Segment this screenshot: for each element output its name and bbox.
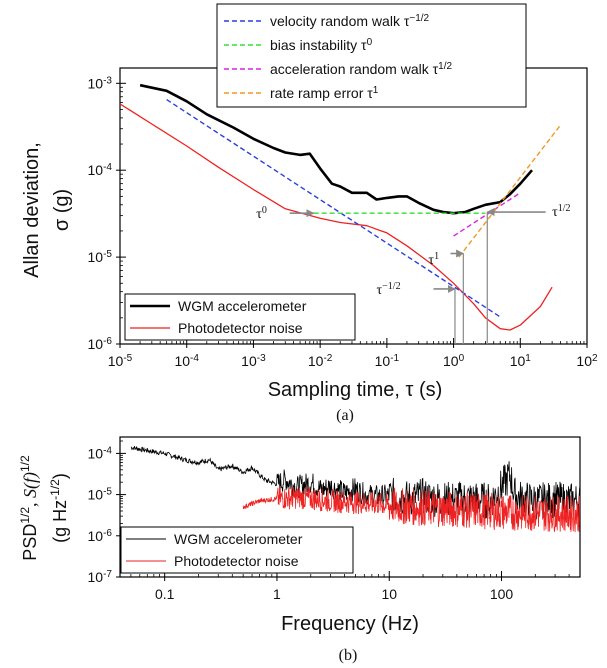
x-tick-label: 10-1 (375, 353, 400, 370)
plot-b-ticks: 0.1 1 10 100 10-7 10-6 10-5 10-4 (88, 440, 581, 602)
allan-deviation-plot: 10-5 10-4 10-3 10-2 10-1 100 101 10210-610-510-… (21, 3, 598, 424)
plot-a-xlabel: Sampling time, τ (s) (268, 379, 443, 401)
panel-b-label: (b) (339, 647, 358, 664)
plot-a-legend-data: WGM accelerometer Photodetector noise (124, 293, 356, 341)
x-tick-label: 10-4 (174, 353, 199, 370)
plot-a-ylabel-line2: σ (g) (51, 189, 73, 231)
legend-fits-box (216, 3, 527, 108)
y-tick-label: 10-5 (88, 249, 113, 266)
plot-b-ylabel-line2: (g Hz-1/2) (48, 473, 70, 543)
legend-b-box (120, 526, 354, 574)
series-line-wgm (139, 83, 533, 215)
y-tick-label: 10-7 (88, 569, 113, 586)
plot-b-legend: WGM accelerometer Photodetector noise (120, 526, 354, 574)
y-tick-label: 10-3 (88, 75, 113, 92)
x-tick-label: 10 (381, 586, 397, 602)
x-tick-label: 10-2 (308, 353, 333, 370)
legend-fit-label: rate ramp error τ1 (270, 85, 379, 102)
legend-data-box (124, 293, 356, 341)
y-tick-label: 10-4 (88, 162, 113, 179)
panel-a-label: (a) (336, 407, 354, 424)
plot-b-series (130, 446, 580, 533)
x-tick-label: 102 (576, 353, 598, 370)
legend-b-label: WGM accelerometer (174, 531, 303, 547)
annotation-label: τ−1/2 (377, 280, 401, 298)
legend-data-label: WGM accelerometer (178, 298, 307, 314)
legend-fit-label: velocity random walk τ−1/2 (270, 13, 430, 30)
x-tick-label: 101 (510, 353, 532, 370)
plot-b-xlabel: Frequency (Hz) (281, 613, 419, 635)
x-tick-label: 10-3 (241, 353, 266, 370)
series-line-acceleration (453, 192, 521, 237)
plot-a-series (120, 83, 562, 331)
y-tick-label: 10-6 (88, 336, 113, 353)
y-tick-label: 10-4 (88, 445, 113, 462)
annotation-label: τ1/2 (552, 202, 570, 220)
x-tick-label: 100 (443, 353, 465, 370)
plot-a-annotations: τ0 τ−1/2 τ1 τ1/2 (256, 202, 571, 344)
x-tick-label: 0.1 (155, 586, 175, 602)
legend-fit-label: bias instability τ0 (270, 37, 373, 54)
plot-a-ylabel-line1: Allan deviation, (21, 142, 43, 278)
plot-a-legend-fits: velocity random walk τ−1/2 bias instabili… (216, 3, 527, 108)
legend-b-label: Photodetector noise (174, 553, 299, 569)
x-tick-label: 100 (490, 586, 514, 602)
legend-data-label: Photodetector noise (178, 320, 303, 336)
y-tick-label: 10-6 (88, 527, 113, 544)
x-tick-label: 1 (273, 586, 281, 602)
x-tick-label: 10-5 (108, 353, 133, 370)
annotation-label: τ1 (428, 251, 439, 269)
psd-plot: 0.1 1 10 100 10-7 10-6 10-5 10-4 PSD1/2, S(f)1/… (18, 436, 581, 664)
plot-b-ylabel-line1: PSD1/2, S(f)1/2 (18, 455, 41, 561)
series-line-photodetector (120, 103, 553, 331)
spectrum-line-photodetector (242, 486, 580, 533)
series-line-rate (458, 124, 562, 258)
legend-fit-label: acceleration random walk τ1/2 (270, 61, 453, 78)
series-line-velocity (166, 99, 501, 318)
annotation-label: τ0 (256, 205, 267, 223)
plot-a-ticks: 10-5 10-4 10-3 10-2 10-1 100 101 10210-610-510-… (88, 75, 598, 369)
y-tick-label: 10-5 (88, 486, 113, 503)
